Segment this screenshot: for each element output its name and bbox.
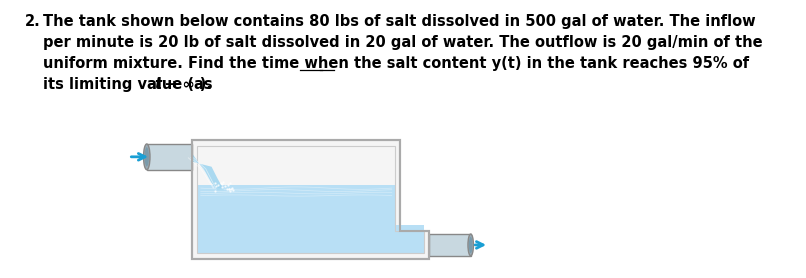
Bar	[147, 144, 193, 170]
Polygon shape	[197, 185, 424, 253]
Ellipse shape	[143, 144, 150, 170]
Text: → ∞ ).: → ∞ ).	[160, 77, 211, 92]
Polygon shape	[189, 148, 224, 190]
Point	[210, 183, 222, 188]
Text: per minute is 20 lb of salt dissolved in 20 gal of water. The outflow is 20 gal/: per minute is 20 lb of salt dissolved in…	[43, 35, 762, 50]
Ellipse shape	[144, 147, 149, 167]
Point	[226, 186, 239, 190]
Point	[221, 182, 234, 187]
Bar	[429, 234, 471, 256]
Text: The tank shown below contains 80 lbs of salt dissolved in 500 gal of water. The : The tank shown below contains 80 lbs of …	[43, 14, 755, 29]
Text: uniform mixture. Find the time when the salt content y(t) in the tank reaches 95: uniform mixture. Find the time when the …	[43, 56, 749, 71]
Point	[224, 188, 237, 193]
Point	[220, 186, 233, 191]
Point	[218, 183, 231, 188]
Point	[223, 181, 236, 185]
Point	[216, 185, 229, 190]
Ellipse shape	[468, 234, 473, 256]
Text: 2.: 2.	[25, 14, 40, 29]
Polygon shape	[193, 140, 429, 259]
Point	[225, 187, 238, 191]
Point	[227, 188, 240, 192]
Point	[222, 187, 235, 191]
Point	[216, 182, 229, 187]
Text: its limiting value (as: its limiting value (as	[43, 77, 218, 92]
Point	[222, 187, 235, 192]
Point	[216, 179, 229, 184]
Ellipse shape	[469, 237, 472, 253]
Point	[208, 181, 221, 185]
Point	[209, 188, 222, 193]
Text: t: t	[155, 77, 162, 92]
Point	[211, 183, 224, 187]
Point	[214, 180, 227, 185]
